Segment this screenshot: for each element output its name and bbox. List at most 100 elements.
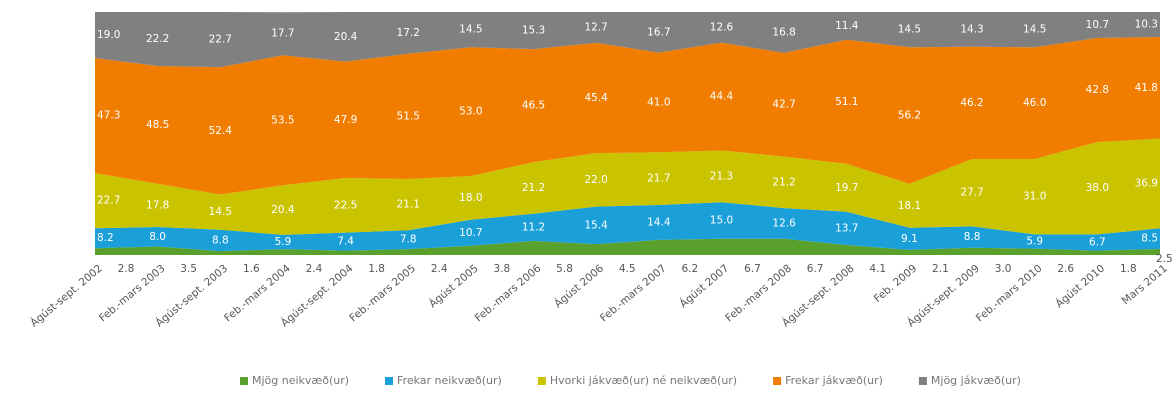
- data-label: 21.7: [647, 173, 670, 185]
- data-label: 17.2: [397, 27, 420, 39]
- area: [95, 12, 1160, 68]
- area: [95, 238, 1160, 255]
- data-label: 8.8: [964, 231, 981, 243]
- data-label: 44.4: [710, 91, 734, 103]
- data-label: 46.2: [960, 97, 983, 109]
- data-label: 38.0: [1086, 182, 1109, 194]
- data-label: 14.5: [459, 24, 482, 36]
- data-label: 13.7: [835, 222, 858, 234]
- area: [95, 37, 1160, 195]
- data-label: 19.0: [97, 29, 120, 41]
- data-label: 5.9: [275, 236, 292, 248]
- data-label: 10.7: [459, 227, 482, 239]
- data-label: 6.7: [744, 263, 761, 275]
- data-label: 2.4: [431, 263, 448, 275]
- data-label: 53.0: [459, 106, 482, 118]
- data-label: 51.1: [835, 96, 858, 108]
- legend-swatch: [240, 377, 248, 385]
- data-label: 51.5: [397, 110, 420, 122]
- legend-label: Mjög neikvæð(ur): [252, 374, 349, 387]
- data-label: 21.2: [772, 176, 795, 188]
- data-label: 2.1: [932, 263, 949, 275]
- data-label: 41.0: [647, 96, 670, 108]
- data-label: 42.7: [772, 99, 795, 111]
- data-label: 11.2: [522, 221, 545, 233]
- data-label: 53.5: [271, 114, 294, 126]
- data-label: 5.9: [1026, 236, 1043, 248]
- data-label: 9.1: [901, 233, 918, 245]
- legend-label: Mjög jákvæð(ur): [931, 374, 1021, 387]
- legend-label: Frekar neikvæð(ur): [397, 374, 502, 387]
- data-label: 21.2: [522, 182, 545, 194]
- data-label: 42.8: [1086, 84, 1109, 96]
- data-label: 45.4: [584, 92, 608, 104]
- data-label: 7.4: [337, 236, 354, 248]
- data-label: 4.5: [619, 263, 636, 275]
- data-label: 2.4: [306, 263, 323, 275]
- data-label: 3.5: [180, 263, 197, 275]
- legend-label: Hvorki jákvæð(ur) né neikvæð(ur): [550, 374, 737, 387]
- data-label: 22.0: [584, 174, 607, 186]
- data-label: 22.2: [146, 33, 169, 45]
- data-label: 16.7: [647, 26, 670, 38]
- data-label: 8.8: [212, 234, 229, 246]
- data-label: 3.0: [995, 263, 1012, 275]
- data-label: 41.8: [1135, 82, 1158, 94]
- data-label: 7.8: [400, 234, 417, 246]
- data-label: 20.4: [271, 204, 295, 216]
- data-label: 6.2: [681, 263, 698, 275]
- data-label: 17.8: [146, 199, 169, 211]
- data-label: 1.8: [1120, 263, 1137, 275]
- data-label: 21.3: [710, 170, 733, 182]
- data-label: 6.7: [1089, 236, 1106, 248]
- data-label: 17.7: [271, 28, 294, 40]
- data-label: 48.5: [146, 119, 169, 131]
- data-label: 8.2: [97, 232, 114, 244]
- data-label: 47.9: [334, 114, 357, 126]
- data-label: 10.3: [1135, 19, 1158, 31]
- data-label: 22.7: [209, 34, 232, 46]
- data-label: 21.1: [397, 199, 420, 211]
- data-label: 56.2: [898, 110, 921, 122]
- data-label: 15.0: [710, 214, 733, 226]
- data-label: 3.8: [494, 263, 511, 275]
- data-label: 19.7: [835, 182, 858, 194]
- data-label: 8.5: [1141, 233, 1158, 245]
- data-label: 27.7: [960, 187, 983, 199]
- data-label: 47.3: [97, 110, 120, 122]
- data-label: 4.1: [869, 263, 886, 275]
- data-label: 15.4: [584, 219, 608, 231]
- data-label: 22.5: [334, 199, 357, 211]
- data-label: 22.7: [97, 195, 120, 207]
- data-label: 5.8: [556, 263, 573, 275]
- data-label: 8.0: [149, 231, 166, 243]
- data-label: 1.8: [368, 263, 385, 275]
- data-label: 11.4: [835, 20, 859, 32]
- data-label: 20.4: [334, 31, 358, 43]
- data-label: 14.5: [898, 24, 921, 36]
- data-label: 12.6: [710, 21, 734, 33]
- data-label: 18.1: [898, 200, 921, 212]
- area: [95, 138, 1160, 235]
- data-label: 2.8: [118, 263, 135, 275]
- data-label: 14.5: [209, 206, 232, 218]
- data-label: 15.3: [522, 25, 545, 37]
- legend-swatch: [385, 377, 394, 385]
- data-label: 10.7: [1086, 19, 1109, 31]
- data-label: 46.0: [1023, 97, 1046, 109]
- data-label: 18.0: [459, 192, 482, 204]
- data-label: 12.7: [584, 21, 607, 33]
- data-label: 14.4: [647, 216, 671, 228]
- data-label: 46.5: [522, 100, 545, 112]
- legend-swatch: [537, 377, 546, 385]
- data-label: 6.7: [807, 263, 824, 275]
- area: [95, 202, 1160, 252]
- legend-label: Frekar jákvæð(ur): [785, 374, 883, 387]
- data-label: 14.3: [960, 23, 983, 35]
- data-label: 1.6: [243, 263, 260, 275]
- legend-swatch: [918, 377, 927, 385]
- legend-swatch: [773, 377, 782, 385]
- data-label: 52.4: [209, 125, 233, 137]
- data-label: 36.9: [1135, 177, 1158, 189]
